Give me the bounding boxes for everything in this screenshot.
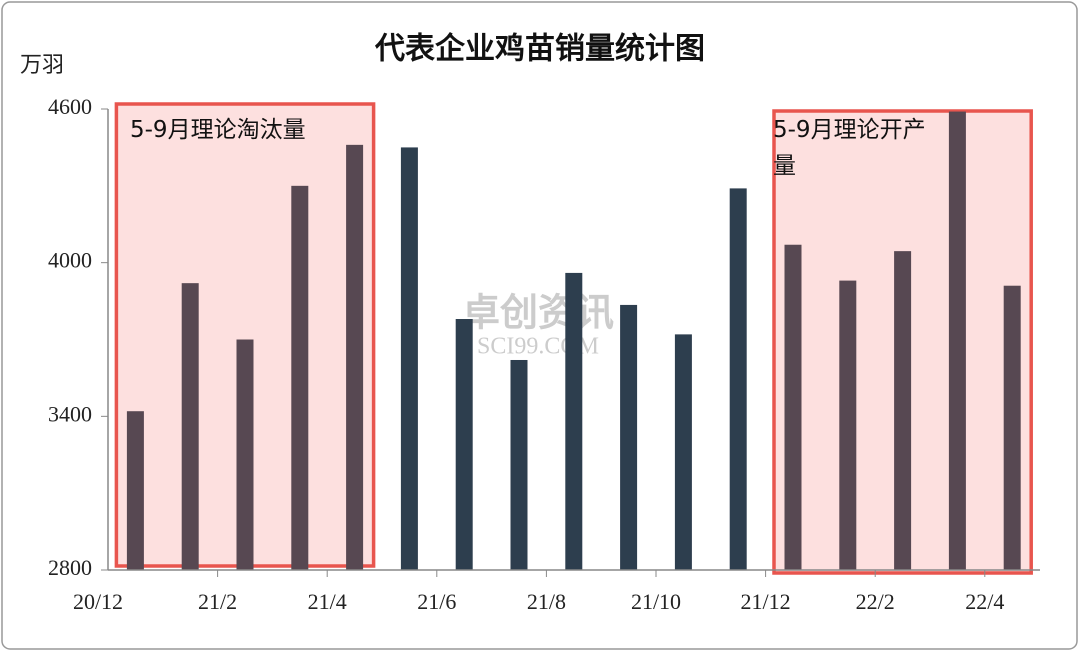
bar: [510, 359, 528, 570]
y-axis-label: 万羽: [20, 53, 64, 78]
x-tick-label: 21/2: [198, 589, 237, 614]
x-tick-label: 21/4: [308, 589, 347, 614]
annotation-text: 5-9月理论淘汰量: [130, 117, 306, 143]
bar: [839, 280, 857, 570]
annotation: 5-9月理论开产量: [773, 117, 926, 179]
bar: [181, 283, 199, 570]
bar: [565, 272, 583, 570]
chart-title: 代表企业鸡苗销量统计图: [374, 32, 705, 67]
annotation-text: 5-9月理论开产量: [773, 117, 926, 179]
bar: [674, 334, 692, 570]
bar: [455, 319, 473, 570]
x-tick-label: 21/8: [527, 589, 566, 614]
bar: [729, 188, 747, 570]
bar: [894, 251, 912, 570]
annotation: 5-9月理论淘汰量: [130, 117, 306, 143]
y-tick-label: 2800: [48, 555, 92, 580]
x-tick-label: 22/4: [965, 589, 1004, 614]
x-tick-label: 21/12: [741, 589, 791, 614]
bar: [784, 244, 802, 570]
bar: [291, 185, 309, 571]
y-tick-label: 3400: [48, 401, 92, 426]
bar: [126, 411, 144, 570]
x-tick-label: 20/12: [73, 589, 123, 614]
bar: [948, 111, 966, 571]
x-tick-label: 21/6: [417, 589, 456, 614]
bar: [236, 339, 254, 570]
y-tick-label: 4000: [48, 248, 92, 273]
bar: [346, 144, 364, 570]
x-tick-label: 22/2: [856, 589, 895, 614]
bar: [620, 304, 638, 570]
bar: [400, 147, 418, 570]
x-tick-label: 21/10: [631, 589, 681, 614]
y-tick-label: 4600: [48, 94, 92, 119]
bar: [1003, 285, 1021, 570]
watermark: 卓创资讯: [462, 291, 614, 335]
